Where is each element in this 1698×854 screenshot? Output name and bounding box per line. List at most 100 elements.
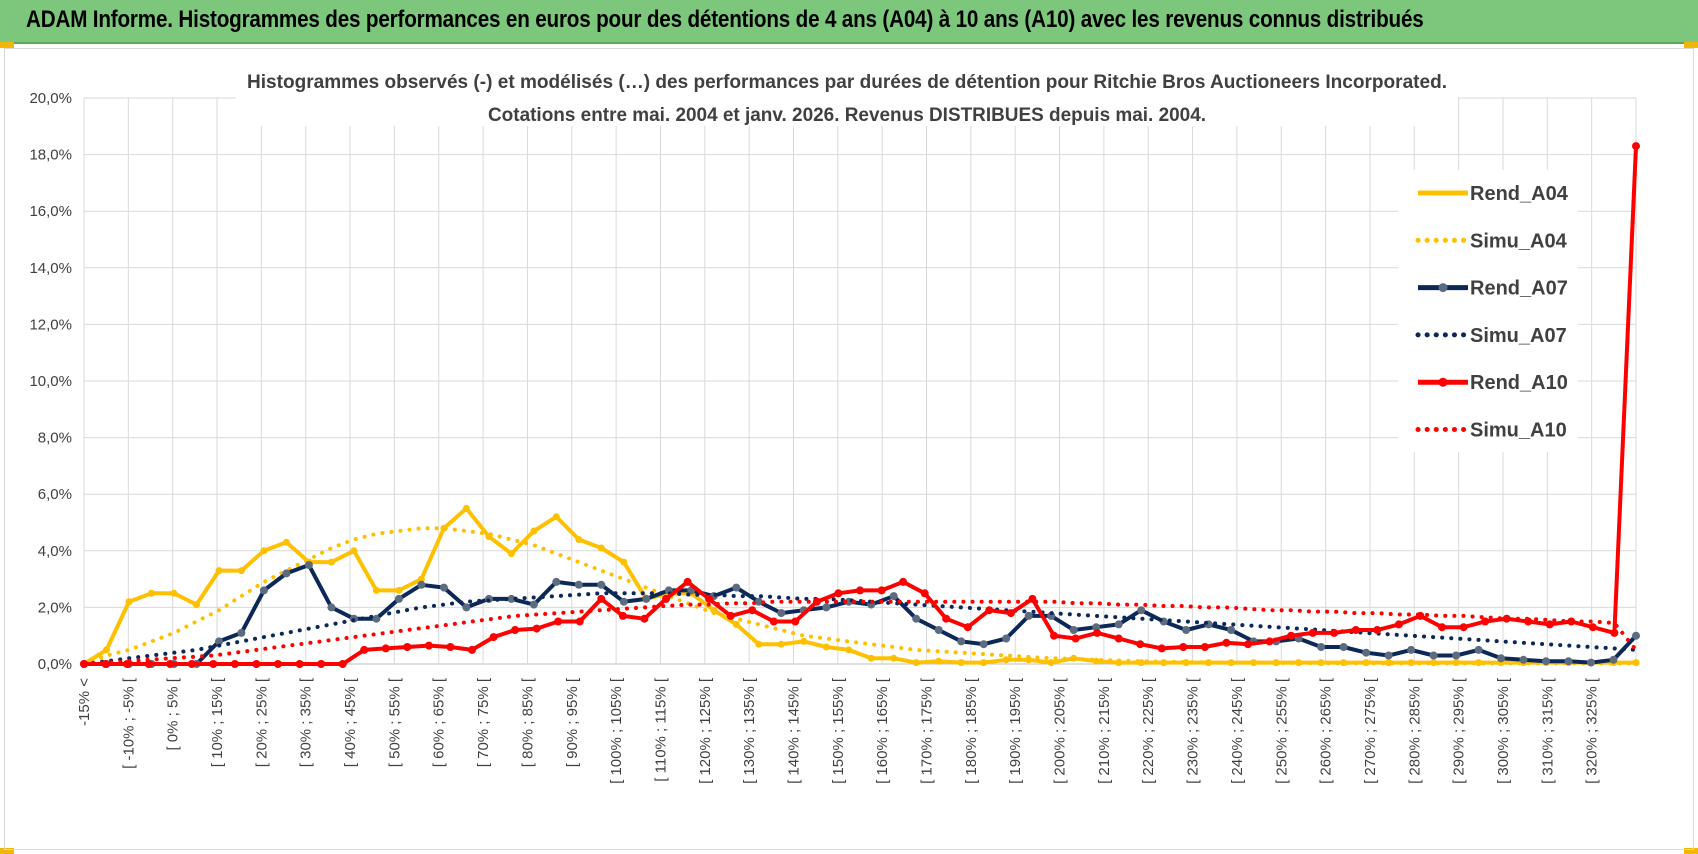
data-point-rend-a10: [1050, 631, 1058, 640]
x-tick-label: [ 250% ; 255% [: [1273, 677, 1290, 784]
x-tick-label: [ 110% ; 115% [: [652, 677, 669, 782]
data-point-rend-a07: [1227, 626, 1236, 634]
data-point-rend-a07: [1429, 651, 1438, 660]
report-title: ADAM Informe. Histogrammes des performan…: [26, 6, 1424, 33]
x-tick-label: [ 230% ; 235% [: [1185, 677, 1202, 784]
data-point-rend-a04: [282, 538, 290, 546]
data-point-rend-a10: [381, 644, 390, 653]
data-point-rend-a10: [640, 614, 649, 623]
data-point-rend-a04: [530, 527, 538, 535]
data-point-rend-a07: [394, 594, 403, 603]
x-axis-tick-labels: -15% < [ -10% ; -5% [ [ 0% ; 5% [ [ 10% ; 1…: [76, 677, 1601, 784]
data-point-rend-a10: [748, 606, 757, 615]
y-axis-tick-labels: 0,0% 2,0% 4,0% 6,0% 8,0% 10,0% 12,0% 14,0% 16,0%…: [29, 90, 72, 673]
x-tick-label: [ 80% ; 85% [: [519, 677, 536, 767]
x-tick-label: [ -10% ; -5% [: [120, 677, 137, 769]
y-tick-label: 0,0%: [38, 656, 72, 673]
data-point-rend-a07: [417, 580, 426, 589]
x-tick-label: [ 260% ; 265% [: [1318, 677, 1335, 784]
data-point-rend-a10: [295, 660, 304, 668]
x-tick-label: [ 200% ; 205% [: [1052, 677, 1069, 784]
x-tick-label: [ 10% ; 15% [: [209, 677, 226, 767]
x-tick-label: [ 290% ; 295% [: [1451, 677, 1468, 784]
data-point-rend-a10: [511, 626, 520, 634]
data-point-rend-a10: [1459, 623, 1468, 632]
x-tick-label: [ 90% ; 95% [: [564, 677, 581, 767]
x-tick-label: [ 220% ; 225% [: [1140, 677, 1157, 784]
data-point-rend-a04: [620, 558, 628, 566]
data-point-rend-a10: [597, 594, 606, 603]
x-tick-label: [ 320% ; 325% [: [1584, 677, 1601, 784]
y-tick-label: 2,0%: [38, 599, 72, 616]
data-point-rend-a04: [890, 654, 898, 662]
x-tick-label: [ 0% ; 5% [: [165, 677, 182, 750]
x-tick-label: [ 40% ; 45% [: [342, 677, 359, 767]
x-tick-label: [ 310% ; 315% [: [1539, 677, 1556, 784]
data-point-rend-a10: [1610, 628, 1619, 637]
chart-title-line1: Histogrammes observés (-) et modélisés (…: [247, 72, 1447, 93]
x-tick-label: [ 60% ; 65% [: [431, 677, 448, 767]
y-tick-label: 20,0%: [29, 90, 72, 107]
data-point-rend-a04: [1385, 659, 1393, 667]
chart-title-line2: Cotations entre mai. 2004 et janv. 2026.…: [488, 105, 1206, 126]
data-point-rend-a04: [417, 575, 425, 583]
data-point-rend-a07: [597, 580, 606, 589]
data-point-rend-a10: [166, 660, 175, 668]
data-point-rend-a04: [1092, 657, 1100, 665]
x-tick-label: [ 190% ; 195% [: [1007, 677, 1024, 784]
data-point-rend-a07: [777, 609, 786, 618]
x-tick-label: [ 120% ; 125% [: [697, 677, 714, 784]
data-point-rend-a07: [259, 586, 268, 595]
data-point-rend-a10: [856, 586, 864, 595]
legend-label-simu-a10: Simu_A10: [1470, 420, 1567, 442]
data-point-rend-a07: [1024, 611, 1033, 620]
data-point-rend-a10: [532, 624, 541, 633]
data-point-rend-a07: [1339, 643, 1348, 651]
data-point-rend-a07: [439, 583, 448, 592]
report-banner: ADAM Informe. Histogrammes des performan…: [0, 0, 1698, 44]
data-point-rend-a04: [125, 598, 133, 606]
y-tick-label: 14,0%: [29, 260, 72, 277]
y-tick-label: 12,0%: [29, 316, 72, 333]
data-point-rend-a04: [193, 601, 200, 609]
data-point-rend-a07: [1362, 648, 1371, 657]
data-point-rend-a07: [1407, 645, 1416, 654]
data-point-rend-a04: [237, 567, 245, 575]
data-point-rend-a04: [1632, 659, 1640, 667]
data-point-rend-a04: [867, 654, 875, 662]
data-point-rend-a10: [662, 594, 670, 603]
data-point-rend-a07: [1542, 657, 1550, 666]
y-tick-label: 4,0%: [38, 543, 72, 560]
x-tick-label: [ 300% ; 305% [: [1495, 677, 1512, 784]
x-tick-label: [ 210% ; 215% [: [1096, 677, 1113, 784]
y-tick-label: 8,0%: [38, 430, 72, 447]
grid-lines: [83, 97, 1637, 665]
data-point-rend-a04: [103, 646, 110, 654]
data-point-rend-a07: [1182, 626, 1191, 634]
data-point-rend-a04: [800, 637, 808, 645]
data-point-rend-a04: [980, 659, 988, 667]
x-tick-label: [ 240% ; 245% [: [1229, 677, 1246, 784]
data-point-rend-a07: [1632, 631, 1640, 640]
data-point-rend-a07: [642, 594, 651, 603]
data-point-rend-a10: [705, 594, 714, 603]
data-point-rend-a07: [1474, 645, 1483, 654]
data-point-rend-a07: [304, 561, 313, 569]
data-point-rend-a10: [877, 586, 886, 595]
x-tick-label: -15% <: [76, 678, 93, 726]
data-point-rend-a07: [215, 637, 223, 646]
y-tick-label: 18,0%: [29, 147, 72, 164]
data-point-rend-a10: [403, 643, 412, 651]
data-point-rend-a10: [144, 660, 153, 668]
corner-accent: [1684, 42, 1698, 48]
data-point-rend-a10: [1351, 626, 1360, 634]
data-point-rend-a07: [372, 614, 381, 623]
data-point-rend-a04: [552, 513, 560, 521]
chart-frame: [4, 48, 1694, 850]
data-point-rend-a10: [1222, 638, 1231, 647]
data-point-rend-a07: [754, 597, 763, 606]
data-point-rend-a04: [912, 659, 920, 667]
data-point-rend-a10: [1244, 640, 1252, 649]
data-point-rend-a07: [619, 597, 628, 606]
